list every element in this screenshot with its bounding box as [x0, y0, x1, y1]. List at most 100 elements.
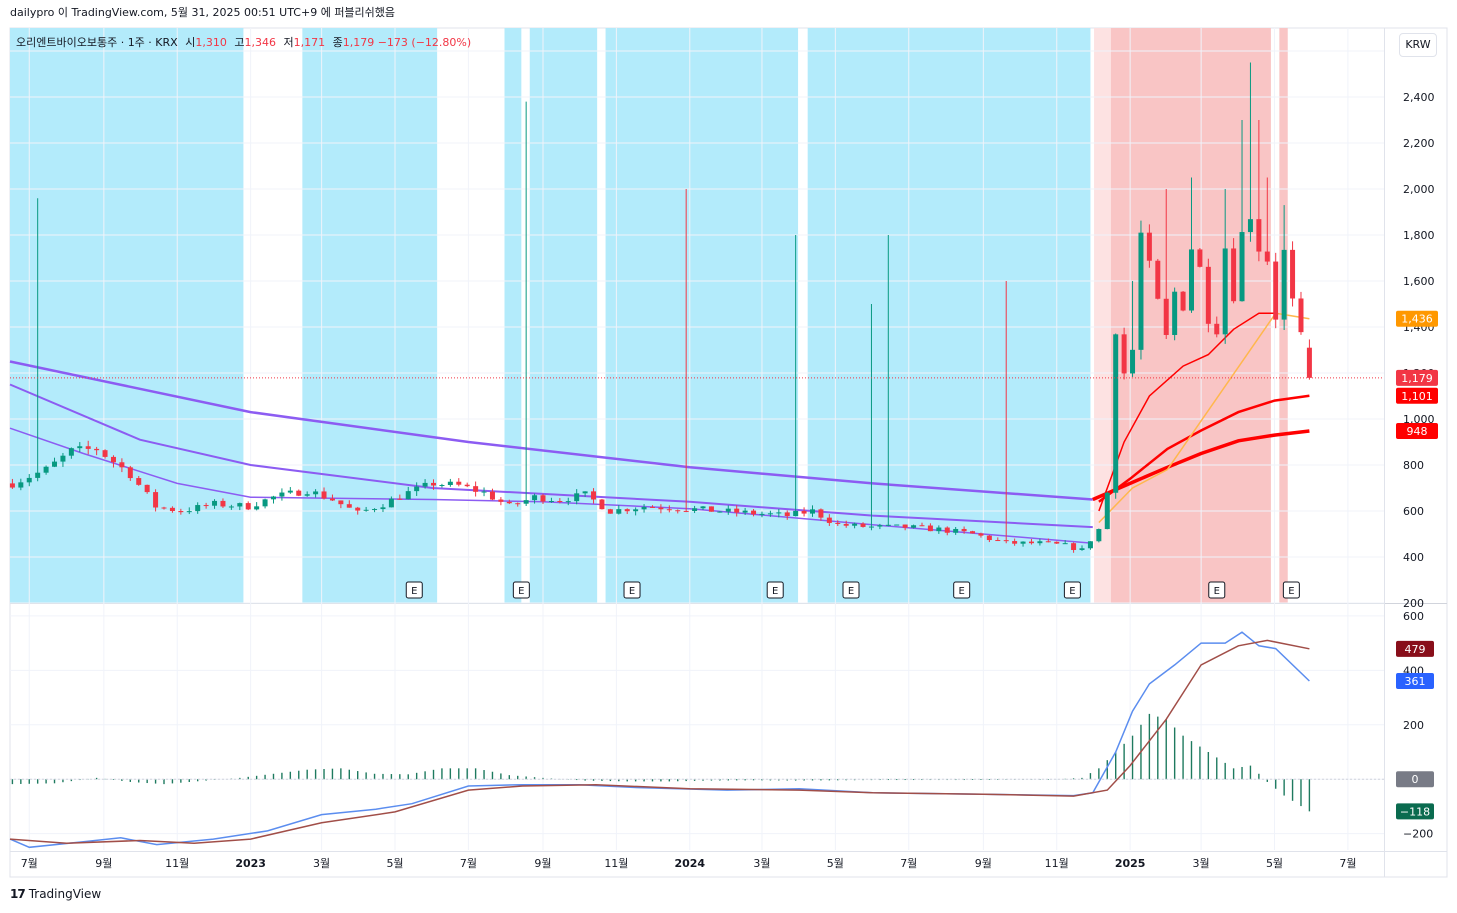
candle-body: [995, 540, 1001, 542]
price-label: 1,101: [1401, 390, 1433, 403]
candle-body: [18, 482, 24, 488]
candle-body: [380, 507, 386, 510]
candle-body: [818, 509, 824, 518]
candle-body: [868, 526, 874, 528]
candle-body: [1113, 334, 1119, 493]
candle-body: [692, 508, 698, 512]
candle-body: [1138, 232, 1144, 350]
candle-body: [355, 507, 361, 511]
price-tick-label: 1,000: [1403, 413, 1435, 426]
price-tick-label: 2,400: [1403, 91, 1435, 104]
earnings-marker: [766, 581, 784, 599]
candle-body: [666, 509, 672, 511]
candle-body: [77, 446, 83, 449]
symbol-name[interactable]: 오리엔트바이오보통주 · 1주 · KRX: [16, 36, 178, 49]
candle-body: [1071, 543, 1077, 550]
candle-body: [515, 503, 521, 505]
time-tick-label: 3월: [753, 857, 770, 870]
candle-body: [1247, 219, 1253, 233]
earnings-marker: [512, 581, 530, 599]
earnings-marker: [842, 581, 860, 599]
tradingview-logo[interactable]: 17 TradingView: [10, 887, 101, 901]
earnings-label: E: [1069, 586, 1075, 597]
candle-body: [591, 491, 597, 500]
candle-body: [961, 528, 967, 532]
candle-body: [911, 525, 917, 528]
moving-average-line: [1098, 394, 1310, 503]
candle-body: [321, 491, 327, 499]
close-value: 1,179: [342, 36, 375, 49]
low-label: 저: [283, 36, 294, 49]
candle-body: [658, 507, 664, 510]
candle-body: [860, 523, 866, 527]
candle-body: [1306, 347, 1312, 378]
moving-average-line: [1098, 312, 1276, 512]
macd-label-box: [1396, 803, 1434, 820]
time-tick-label: 7월: [900, 857, 917, 870]
candle-body: [169, 507, 175, 512]
background-zone: [504, 28, 522, 603]
macd-value-label: −118: [1400, 805, 1430, 818]
candle-body: [616, 509, 622, 514]
candle-body: [212, 500, 218, 506]
candle-body: [1188, 249, 1194, 311]
candle-body: [927, 525, 933, 532]
candle-body: [759, 513, 765, 515]
candle-body: [313, 491, 319, 495]
candle-body: [388, 498, 394, 508]
price-label-box: [1396, 387, 1438, 404]
candle-body: [548, 500, 554, 502]
candle-body: [986, 535, 992, 541]
candle-body: [1062, 543, 1068, 545]
time-tick-label: 5월: [1266, 857, 1283, 870]
candle-body: [1214, 323, 1220, 335]
price-tick-label: 800: [1403, 459, 1424, 472]
candle-body: [237, 503, 243, 507]
price-tick-label: 400: [1403, 551, 1424, 564]
candle-body: [473, 486, 479, 492]
candle-body: [1087, 541, 1093, 549]
candle-body: [203, 505, 209, 507]
price-label-box: [1396, 369, 1438, 386]
brand-name: TradingView: [28, 887, 102, 901]
candle-body: [1264, 251, 1270, 262]
candle-body: [1273, 261, 1279, 320]
earnings-marker: [1282, 581, 1300, 599]
candle-body: [532, 495, 538, 501]
candle-body: [498, 499, 504, 502]
time-tick-label: 3월: [1193, 857, 1210, 870]
candle-body: [936, 527, 942, 532]
candle-body: [725, 508, 731, 512]
candle-body: [338, 500, 344, 505]
candle-body: [414, 486, 420, 492]
candle-body: [633, 509, 639, 512]
candle-body: [119, 462, 125, 468]
candle-body: [1130, 349, 1136, 374]
candle-body: [85, 446, 91, 449]
candle-body: [195, 505, 201, 512]
candle-body: [557, 500, 563, 502]
earnings-label: E: [1288, 586, 1294, 597]
candle-body: [422, 482, 428, 487]
time-tick-label: 2025: [1115, 857, 1146, 870]
price-tick-label: 600: [1403, 505, 1424, 518]
candle-body: [1281, 249, 1287, 320]
macd-label-box: [1396, 672, 1434, 689]
price-tick-label: 200: [1403, 597, 1424, 610]
earnings-marker: [1208, 581, 1226, 599]
earnings-label: E: [518, 586, 524, 597]
candle-body: [1172, 291, 1178, 335]
candle-body: [68, 448, 74, 456]
background-zone: [1110, 28, 1271, 603]
candle-body: [835, 522, 841, 524]
candle-body: [574, 493, 580, 502]
candle-body: [1298, 298, 1304, 333]
currency-button[interactable]: KRW: [1399, 33, 1437, 57]
time-tick-label: 2023: [235, 857, 266, 870]
candle-body: [270, 496, 276, 500]
candle-body: [1256, 219, 1262, 252]
candle-body: [52, 461, 58, 467]
tv-logo-icon: 17: [10, 887, 26, 901]
time-tick-label: 5월: [827, 857, 844, 870]
